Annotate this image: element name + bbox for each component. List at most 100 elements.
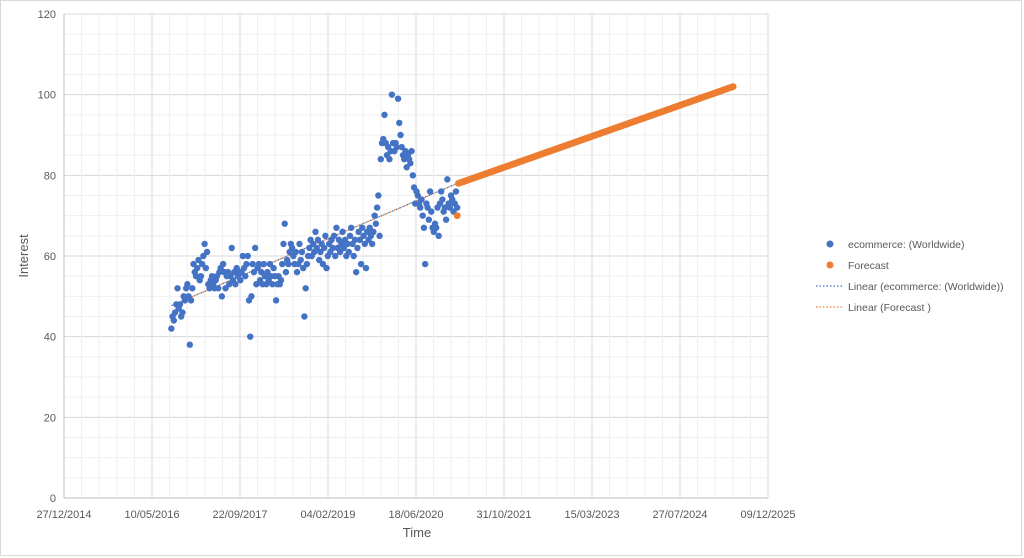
x-tick-label: 27/07/2024	[652, 509, 707, 521]
ecommerce-point	[403, 164, 410, 171]
ecommerce-point	[408, 147, 415, 155]
ecommerce-point	[377, 156, 384, 163]
ecommerce-point	[187, 297, 195, 304]
ecommerce-point	[309, 240, 317, 248]
x-tick-label: 27/12/2014	[36, 509, 91, 521]
ecommerce-point	[441, 204, 449, 211]
legend-marker	[826, 261, 834, 269]
ecommerce-point	[313, 244, 320, 252]
ecommerce-point	[237, 277, 244, 284]
ecommerce-point	[202, 264, 210, 272]
ecommerce-point	[281, 220, 288, 227]
ecommerce-point	[222, 285, 229, 292]
x-axis-title: Time	[403, 525, 431, 540]
ecommerce-point	[250, 268, 258, 276]
ecommerce-point	[184, 281, 191, 288]
ecommerce-point	[394, 95, 402, 102]
ecommerce-point	[386, 156, 393, 163]
ecommerce-point	[355, 228, 362, 235]
ecommerce-point	[340, 244, 348, 252]
ecommerce-point	[176, 301, 184, 308]
y-tick-labels: 0 20 40 60 80 100 120	[38, 9, 56, 505]
ecommerce-point	[370, 228, 377, 235]
ecommerce-point	[316, 256, 323, 264]
ecommerce-point	[323, 264, 330, 272]
ecommerce-point	[280, 240, 287, 248]
ecommerce-point	[258, 268, 265, 276]
ecommerce-point	[197, 272, 205, 280]
ecommerce-point	[362, 264, 370, 272]
ecommerce-point	[255, 260, 263, 268]
ecommerce-point	[320, 244, 328, 252]
ecommerce-point	[194, 264, 201, 272]
ecommerce-point	[298, 248, 306, 256]
ecommerce-point	[396, 119, 403, 127]
ecommerce-point	[376, 232, 383, 240]
ecommerce-point	[330, 232, 338, 240]
legend: ecommerce: (Worldwide) Forecast Linear (ec…	[816, 239, 1004, 314]
ecommerce-point	[272, 297, 280, 304]
ecommerce-point	[253, 281, 260, 288]
ecommerce-point	[279, 260, 286, 268]
ecommerce-point	[247, 333, 254, 340]
ecommerce-point	[189, 285, 196, 292]
ecommerce-point	[317, 248, 324, 256]
ecommerce-point	[269, 281, 276, 288]
ecommerce-point	[333, 224, 340, 231]
ecommerce-point	[181, 297, 189, 304]
ecommerce-point	[296, 240, 303, 248]
y-tick-label: 100	[38, 90, 56, 102]
ecommerce-point	[388, 91, 396, 98]
ecommerce-point	[297, 256, 304, 264]
ecommerce-point	[442, 216, 450, 223]
ecommerce-point	[452, 188, 460, 195]
ecommerce-point	[426, 188, 434, 195]
ecommerce-point	[208, 272, 216, 280]
legend-marker	[826, 240, 834, 248]
ecommerce-point	[409, 172, 417, 179]
data-points	[168, 83, 737, 348]
grid-lines	[63, 13, 769, 499]
x-tick-label: 18/06/2020	[388, 509, 443, 521]
ecommerce-point	[351, 236, 359, 244]
ecommerce-point	[293, 268, 301, 276]
ecommerce-point	[437, 188, 445, 195]
ecommerce-point	[277, 277, 285, 284]
ecommerce-point	[419, 212, 426, 219]
ecommerce-point	[244, 252, 251, 260]
forecast-point	[453, 212, 461, 220]
y-tick-label: 60	[44, 251, 56, 263]
ecommerce-point	[248, 293, 255, 300]
ecommerce-point	[170, 317, 178, 324]
ecommerce-point	[433, 224, 440, 231]
ecommerce-point	[407, 160, 414, 167]
ecommerce-point	[344, 240, 351, 248]
ecommerce-point	[453, 204, 461, 211]
ecommerce-point	[232, 281, 239, 288]
ecommerce-point	[332, 252, 339, 260]
ecommerce-point	[314, 236, 322, 244]
ecommerce-point	[200, 252, 207, 260]
ecommerce-point	[354, 244, 361, 252]
ecommerce-point	[306, 244, 313, 252]
ecommerce-point	[375, 192, 382, 199]
y-axis-title: Interest	[16, 234, 31, 278]
ecommerce-point	[366, 224, 373, 231]
forecast-point	[729, 83, 737, 90]
ecommerce-point	[228, 244, 235, 252]
ecommerce-point	[424, 204, 431, 211]
ecommerce-point	[360, 232, 367, 240]
x-tick-label: 15/03/2023	[564, 509, 619, 521]
ecommerce-point	[339, 228, 346, 235]
x-tick-labels: 27/12/2014 10/05/2016 22/09/2017 04/02/2019…	[36, 509, 795, 521]
ecommerce-point	[381, 111, 388, 119]
legend-label: Forecast	[848, 260, 889, 272]
ecommerce-point	[285, 260, 292, 268]
ecommerce-point	[282, 268, 290, 276]
ecommerce-point	[439, 196, 446, 203]
y-tick-label: 80	[44, 170, 56, 182]
ecommerce-point	[171, 309, 179, 316]
ecommerce-point	[214, 285, 222, 292]
